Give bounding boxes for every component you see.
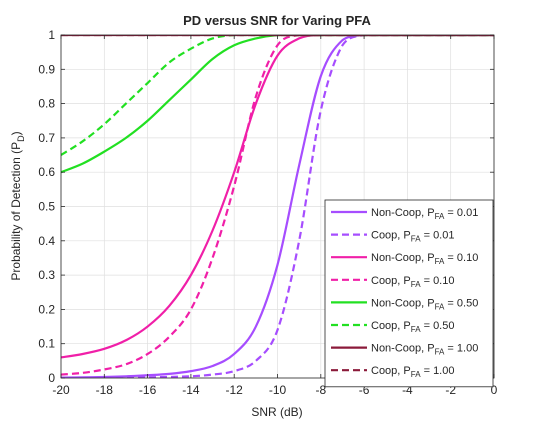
legend-label: Coop, PFA = 0.01: [371, 230, 454, 244]
chart-title: PD versus SNR for Varing PFA: [183, 13, 371, 28]
y-label-main: Probability of Detection (P: [9, 142, 23, 281]
y-tick-label: 0.9: [38, 62, 55, 76]
y-tick-label: 0.3: [38, 268, 55, 282]
y-tick-label: 0.8: [38, 97, 55, 111]
x-tick-label: -20: [52, 383, 70, 397]
x-tick-label: -2: [445, 383, 456, 397]
y-tick-label: 0.7: [38, 131, 55, 145]
x-axis-label: SNR (dB): [251, 405, 302, 419]
legend-label: Non-Coop, PFA = 0.50: [371, 297, 478, 311]
series-line-5: [61, 35, 494, 174]
x-tick-label: -8: [315, 383, 326, 397]
y-tick-label: 0.4: [38, 234, 55, 248]
legend-label: Coop, PFA = 0.10: [371, 275, 454, 289]
series-line-6: [61, 35, 494, 156]
legend-label: Coop, PFA = 1.00: [371, 365, 454, 379]
x-tick-label: -12: [226, 383, 244, 397]
legend-label: Non-Coop, PFA = 0.10: [371, 252, 478, 266]
legend-label: Coop, PFA = 0.50: [371, 320, 454, 334]
x-tick-label: -6: [359, 383, 370, 397]
series-line-2: [61, 35, 494, 378]
y-tick-label: 0.5: [38, 200, 55, 214]
x-tick-label: -18: [96, 383, 114, 397]
axis-ticks: -20 -18 -16 -14 -12 -10 -8 -6 -4 -2 000.10.20.30.4…: [38, 28, 497, 397]
x-tick-label: 0: [491, 383, 498, 397]
x-tick-label: -16: [139, 383, 157, 397]
y-tick-label: 1: [48, 28, 55, 42]
y-tick-label: 0: [48, 371, 55, 385]
y-axis-label: Probability of Detection (PD): [9, 131, 26, 280]
legend-box: [324, 199, 494, 388]
x-tick-label: -10: [269, 383, 287, 397]
y-tick-label: 0.2: [38, 302, 55, 316]
series-lines: [61, 35, 494, 378]
x-tick-label: -14: [182, 383, 200, 397]
y-label-close: ): [9, 131, 23, 135]
series-line-3: [61, 35, 494, 359]
x-tick-label: -4: [402, 383, 413, 397]
y-label-sub: D: [16, 135, 26, 142]
y-tick-label: 0.1: [38, 337, 55, 351]
legend-label: Non-Coop, PFA = 0.01: [371, 207, 478, 221]
legend-label: Non-Coop, PFA = 1.00: [371, 343, 478, 357]
y-tick-label: 0.6: [38, 165, 55, 179]
legend: Non-Coop, PFA = 0.01 Coop, PFA = 0.01 Non-…: [324, 199, 494, 388]
series-line-1: [61, 35, 494, 378]
